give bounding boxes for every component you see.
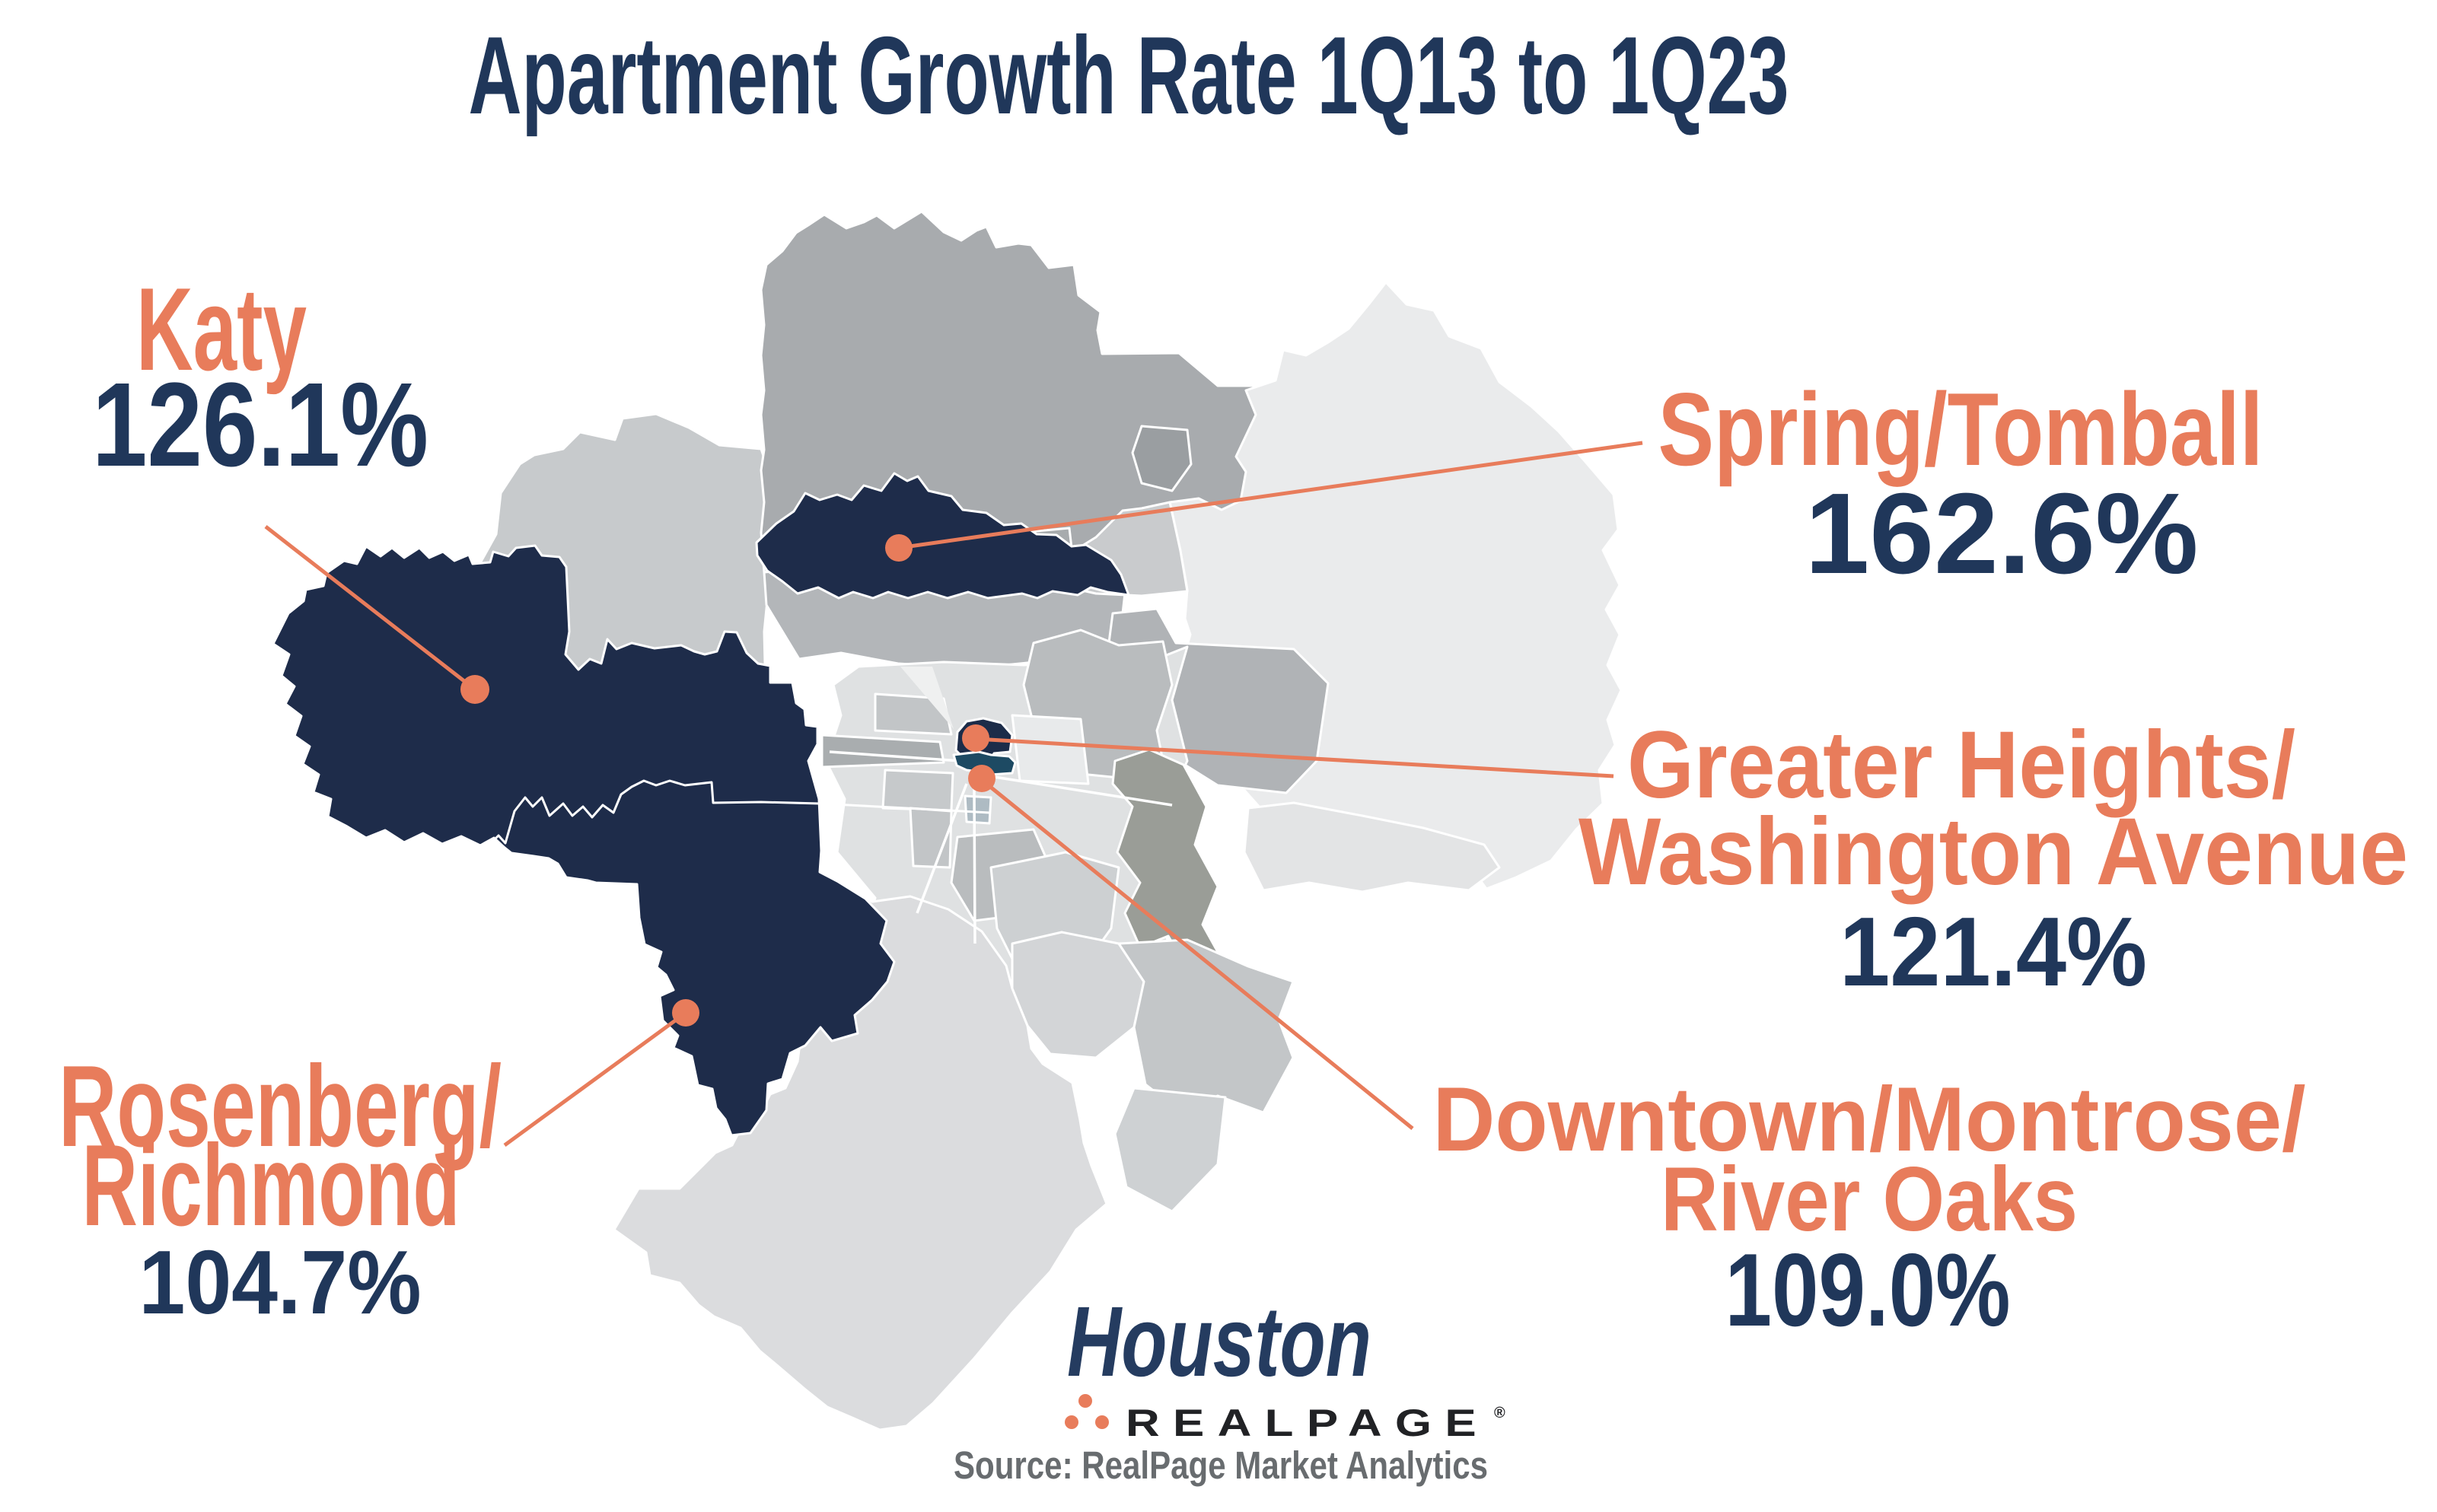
svg-text:®: ® <box>1494 1405 1505 1421</box>
svg-text:Washington Avenue: Washington Avenue <box>1578 799 2408 905</box>
svg-text:Downtown/Montrose/: Downtown/Montrose/ <box>1433 1068 2306 1170</box>
svg-text:River Oaks: River Oaks <box>1661 1148 2078 1250</box>
svg-text:Katy: Katy <box>136 263 307 395</box>
svg-text:121.4%: 121.4% <box>1840 897 2147 1007</box>
svg-text:Richmond: Richmond <box>82 1121 460 1250</box>
svg-text:162.6%: 162.6% <box>1805 469 2199 597</box>
svg-text:Spring/Tomball: Spring/Tomball <box>1658 371 2263 487</box>
svg-text:126.1%: 126.1% <box>92 358 428 492</box>
svg-text:Apartment Growth Rate 1Q13 to: Apartment Growth Rate 1Q13 to 1Q23 <box>469 14 1789 137</box>
svg-text:Rosenberg/: Rosenberg/ <box>59 1042 502 1171</box>
svg-text:109.0%: 109.0% <box>1725 1232 2011 1348</box>
svg-text:Houston: Houston <box>1067 1285 1371 1397</box>
svg-text:Greater Heights/: Greater Heights/ <box>1627 712 2295 818</box>
svg-text:Source: RealPage Market Analyt: Source: RealPage Market Analytics <box>954 1444 1488 1487</box>
svg-text:REALPAGE: REALPAGE <box>1126 1402 1489 1444</box>
svg-text:104.7%: 104.7% <box>139 1232 422 1333</box>
